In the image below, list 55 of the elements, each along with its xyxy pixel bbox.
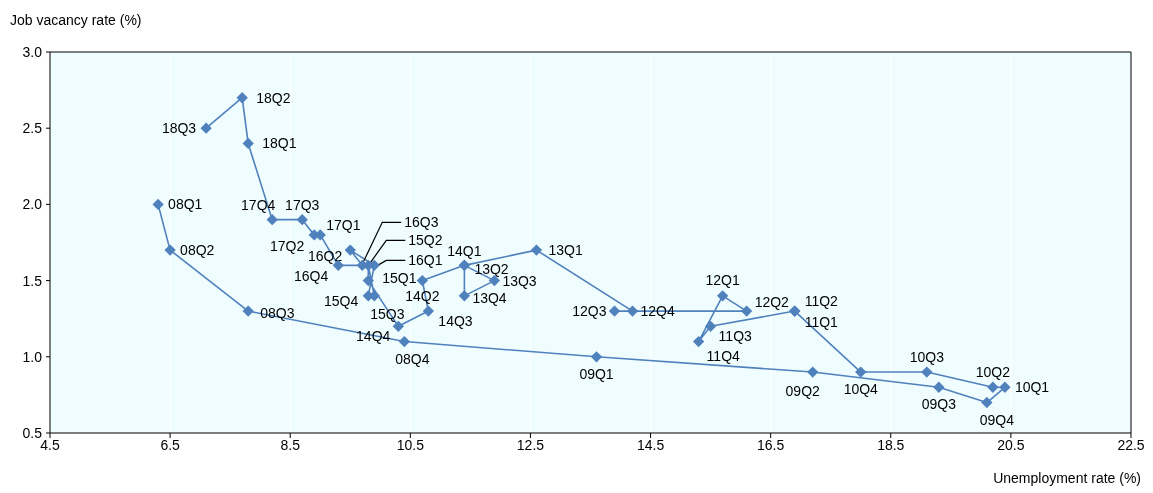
y-tick-label: 3.0 <box>22 43 43 60</box>
annotation: 15Q2 <box>408 232 443 249</box>
x-tick-label: 22.5 <box>1117 436 1145 453</box>
annotation: 10Q3 <box>909 349 945 366</box>
annotation: 08Q3 <box>260 305 295 322</box>
annotation: 14Q3 <box>438 313 473 330</box>
annotation: 13Q2 <box>474 261 509 278</box>
y-tick-label: 1.0 <box>22 348 43 365</box>
annotation: 12Q3 <box>572 303 607 320</box>
annotation: 08Q1 <box>168 196 203 213</box>
y-tick-label: 2.0 <box>22 196 43 213</box>
x-tick-label: 10.5 <box>396 436 425 453</box>
annotation: 11Q4 <box>706 347 741 364</box>
annotation: 16Q4 <box>294 268 329 285</box>
annotation: 08Q2 <box>180 242 215 259</box>
annotation: 11Q1 <box>804 314 839 331</box>
annotation: 11Q3 <box>718 328 753 345</box>
x-tick-label: 6.5 <box>160 436 181 453</box>
x-tick-label: 16.5 <box>757 436 785 453</box>
annotation: 17Q3 <box>285 196 320 213</box>
annotation: 15Q4 <box>324 292 359 309</box>
annotation: 09Q3 <box>921 396 957 413</box>
y-tick-label: 1.5 <box>22 272 43 289</box>
annotation: 09Q1 <box>579 365 614 382</box>
annotation: 08Q4 <box>395 350 430 367</box>
x-tick-label: 18.5 <box>877 436 905 453</box>
annotation: 09Q2 <box>785 383 821 400</box>
y-axis-title: Job vacancy rate (%) <box>10 12 142 28</box>
annotation: 13Q1 <box>548 242 583 259</box>
x-tick-label: 12.5 <box>516 436 545 453</box>
annotation: 12Q2 <box>754 294 790 311</box>
annotation: 18Q1 <box>262 135 297 152</box>
x-tick-label: 8.5 <box>280 436 301 453</box>
annotation: 14Q2 <box>405 287 440 304</box>
y-tick-label: 2.5 <box>22 120 43 137</box>
annotation: 18Q2 <box>256 89 291 106</box>
annotation: 17Q1 <box>326 216 361 233</box>
annotation: 10Q1 <box>1014 379 1050 396</box>
x-tick-label: 20.5 <box>997 436 1025 453</box>
x-tick-label: 14.5 <box>636 436 665 453</box>
annotation: 10Q4 <box>843 381 879 398</box>
annotation: 16Q3 <box>404 214 439 231</box>
y-tick-label: 0.5 <box>22 424 43 441</box>
x-tick-label: 4.5 <box>40 436 60 453</box>
annotation: 14Q1 <box>447 243 482 260</box>
x-axis-title: Unemployment rate (%) <box>993 470 1141 486</box>
annotation: 13Q4 <box>472 289 507 306</box>
annotation: 18Q3 <box>161 120 197 137</box>
annotation: 11Q2 <box>804 293 839 310</box>
annotation: 17Q2 <box>269 237 305 254</box>
annotation: 16Q1 <box>408 252 443 269</box>
annotation: 10Q2 <box>975 364 1011 381</box>
annotation: 15Q1 <box>382 269 417 286</box>
annotation: 12Q1 <box>705 271 740 288</box>
annotation: 09Q4 <box>979 411 1015 428</box>
